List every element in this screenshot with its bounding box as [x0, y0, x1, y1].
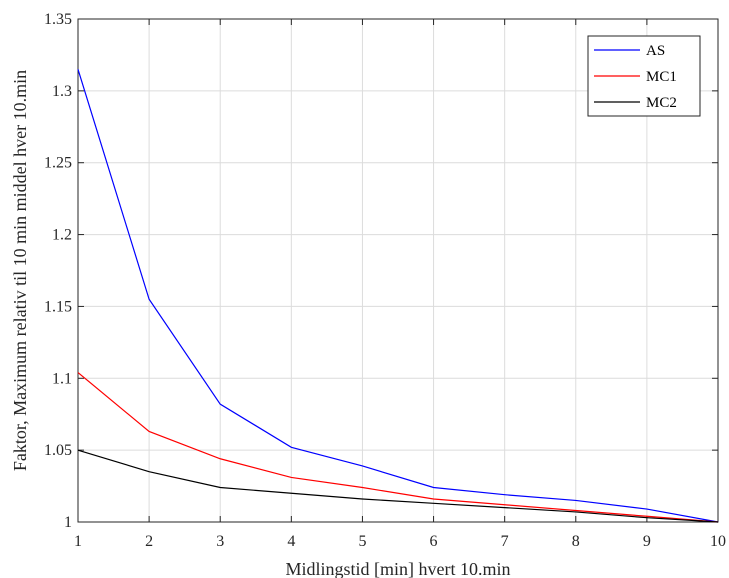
x-tick-label: 8	[572, 533, 580, 550]
y-tick-label: 1.1	[52, 370, 72, 387]
y-tick-label: 1.15	[44, 298, 72, 315]
series-line-as	[77, 69, 719, 523]
x-tick-label: 4	[287, 533, 295, 550]
y-axis-label: Faktor, Maximum relativ til 10 min midde…	[10, 70, 30, 471]
y-tick-label: 1.05	[44, 442, 72, 459]
series-lines	[77, 69, 719, 523]
series-line-mc1	[77, 372, 719, 523]
x-tick-label: 7	[501, 533, 509, 550]
legend-label-mc1: MC1	[646, 69, 677, 85]
x-tick-label: 10	[710, 533, 726, 550]
y-tick-label: 1.2	[52, 227, 72, 244]
axis-ticks: 1 2 3 4 5 6 7 8 9 10 1 1.05 1.1 1.15 1.2 1.25 1.3 1.35	[44, 11, 726, 550]
legend-label-as: AS	[646, 43, 665, 59]
y-tick-label: 1.3	[52, 83, 72, 100]
x-tick-label: 9	[643, 533, 651, 550]
x-tick-label: 2	[145, 533, 153, 550]
legend-label-mc2: MC2	[646, 95, 677, 111]
plot-area	[77, 18, 719, 523]
x-tick-label: 1	[74, 533, 82, 550]
series-line-mc2	[77, 449, 719, 523]
x-axis-label: Midlingstid [min] hvert 10.min	[286, 559, 511, 578]
y-tick-label: 1.25	[44, 155, 72, 172]
y-tick-label: 1	[64, 514, 72, 531]
y-tick-label: 1.35	[44, 11, 72, 28]
legend: AS MC1 MC2	[587, 35, 701, 117]
x-tick-label: 3	[216, 533, 224, 550]
x-tick-label: 5	[358, 533, 366, 550]
x-tick-label: 6	[430, 533, 438, 550]
